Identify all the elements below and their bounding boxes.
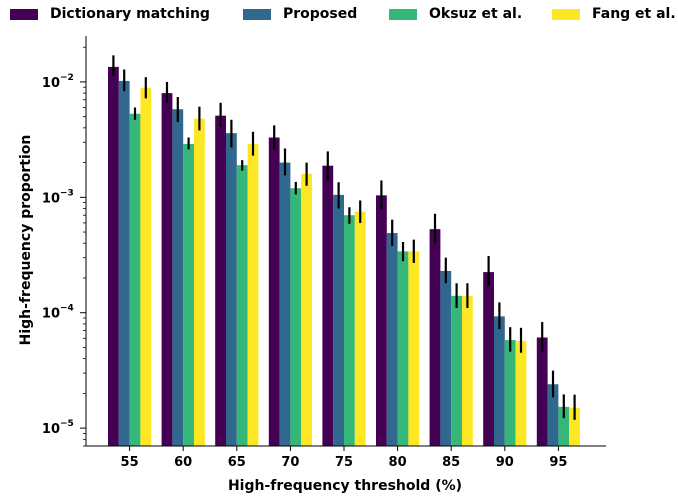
bar-proposed-60 xyxy=(172,109,184,446)
bar-fang-et-al--90 xyxy=(515,340,527,446)
x-tick-label: 60 xyxy=(174,455,192,470)
legend-label: Dictionary matching xyxy=(50,6,210,22)
legend: Dictionary matching Proposed Oksuz et al… xyxy=(0,4,678,24)
y-tick-label: 10−2 xyxy=(42,73,74,91)
legend-label: Oksuz et al. xyxy=(429,6,523,22)
bar-proposed-90 xyxy=(494,316,505,446)
y-tick-exponent: −4 xyxy=(60,304,74,314)
y-tick-label: 10−5 xyxy=(42,419,74,437)
x-axis-label: High-frequency threshold (%) xyxy=(228,478,462,494)
x-tick-label: 85 xyxy=(442,455,460,470)
bar-proposed-70 xyxy=(279,162,291,446)
bar-dictionary-matching-60 xyxy=(161,93,173,447)
bar-dictionary-matching-75 xyxy=(322,165,334,446)
bar-dictionary-matching-55 xyxy=(108,66,119,446)
bar-dictionary-matching-70 xyxy=(268,137,280,447)
legend-label: Fang et al. xyxy=(592,6,676,22)
x-tick-label: 70 xyxy=(281,455,299,470)
bar-fang-et-al--65 xyxy=(247,143,259,446)
legend-item-dictionary-matching: Dictionary matching xyxy=(10,4,210,24)
bar-oksuz-et-al--75 xyxy=(344,215,355,446)
x-tick-label: 65 xyxy=(228,455,246,470)
bar-fang-et-al--85 xyxy=(462,295,473,446)
bar-dictionary-matching-65 xyxy=(215,115,226,447)
bar-oksuz-et-al--60 xyxy=(183,143,194,446)
x-tick-label: 75 xyxy=(335,455,353,470)
bar-proposed-75 xyxy=(333,194,344,446)
legend-swatch xyxy=(10,8,38,20)
y-tick-label: 10−3 xyxy=(42,188,74,206)
bar-dictionary-matching-80 xyxy=(376,195,387,446)
bar-fang-et-al--60 xyxy=(194,118,205,447)
bar-fang-et-al--95 xyxy=(569,407,580,446)
bar-oksuz-et-al--55 xyxy=(129,113,141,447)
y-axis-label: High-frequency proportion xyxy=(18,135,34,346)
y-tick-exponent: −5 xyxy=(60,419,74,429)
bar-oksuz-et-al--85 xyxy=(451,295,462,446)
x-tick-label: 80 xyxy=(389,455,407,470)
legend-item-oksuz: Oksuz et al. xyxy=(389,4,522,24)
bar-proposed-85 xyxy=(440,270,452,446)
legend-swatch xyxy=(389,8,417,20)
error-bars-layer xyxy=(112,55,576,420)
legend-swatch xyxy=(552,8,580,20)
bar-dictionary-matching-85 xyxy=(429,229,441,446)
legend-item-fang: Fang et al. xyxy=(552,4,676,24)
bar-oksuz-et-al--65 xyxy=(236,165,248,446)
bar-oksuz-et-al--95 xyxy=(558,406,570,446)
bar-oksuz-et-al--90 xyxy=(504,340,516,446)
x-tick-label: 95 xyxy=(549,455,567,470)
y-tick-exponent: −3 xyxy=(60,188,74,198)
bar-fang-et-al--70 xyxy=(301,173,312,446)
bar-proposed-80 xyxy=(386,233,398,446)
bars-layer xyxy=(108,66,580,447)
x-tick-label: 90 xyxy=(496,455,514,470)
legend-label: Proposed xyxy=(283,6,358,22)
bar-dictionary-matching-90 xyxy=(483,272,494,446)
bar-fang-et-al--75 xyxy=(354,211,366,446)
x-tick-label: 55 xyxy=(121,455,139,470)
legend-swatch xyxy=(243,8,271,20)
bar-dictionary-matching-95 xyxy=(536,337,548,446)
y-tick-label: 10−4 xyxy=(42,304,74,322)
y-tick-exponent: −2 xyxy=(60,73,74,83)
bar-fang-et-al--80 xyxy=(408,251,420,446)
bar-proposed-55 xyxy=(118,80,130,447)
legend-item-proposed: Proposed xyxy=(243,4,357,24)
bar-oksuz-et-al--80 xyxy=(397,251,409,446)
bar-oksuz-et-al--70 xyxy=(290,188,302,446)
bar-fang-et-al--55 xyxy=(140,87,152,446)
bar-proposed-65 xyxy=(226,133,237,446)
bar-proposed-95 xyxy=(547,384,559,446)
